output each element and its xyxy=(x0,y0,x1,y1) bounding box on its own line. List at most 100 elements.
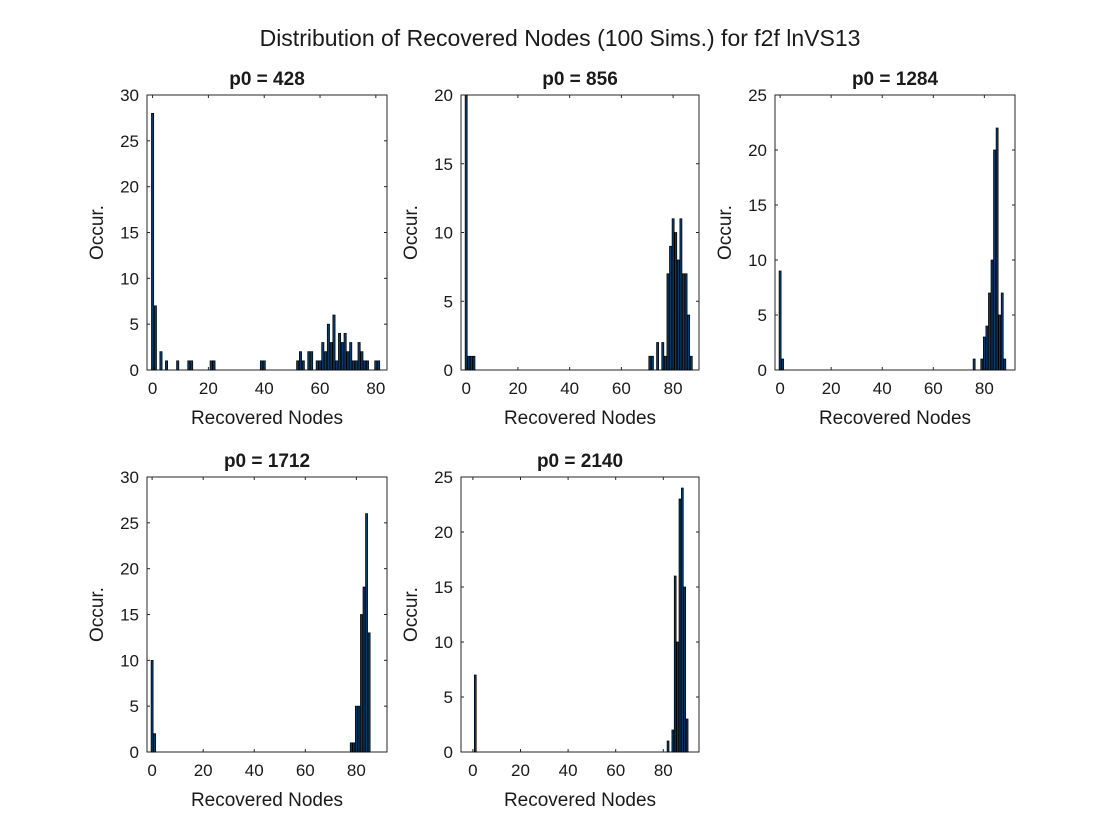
plot-area xyxy=(460,476,700,753)
y-tick-label: 10 xyxy=(748,251,767,270)
x-tick-label: 20 xyxy=(508,379,527,398)
histogram-bar xyxy=(972,358,976,371)
y-tick-label: 5 xyxy=(444,688,453,707)
x-tick-label: 40 xyxy=(560,379,579,398)
histogram-bar xyxy=(648,355,652,371)
subplot-4: 0 20 40 60 80 0 5 10 15 20 25 30 p0 = 1712 Recovered … xyxy=(87,451,388,811)
subplot-1: 0 20 40 60 80 0 5 10 15 20 25 30 p0 = 428 Recovered N… xyxy=(87,69,388,429)
histogram-bar xyxy=(209,360,213,371)
x-tick-label: 0 xyxy=(461,379,470,398)
x-tick-label: 80 xyxy=(347,761,366,780)
y-tick-label: 15 xyxy=(434,155,453,174)
x-tick-label: 40 xyxy=(255,379,274,398)
x-tick-label: 80 xyxy=(975,379,994,398)
histogram-bar xyxy=(472,355,476,371)
y-axis-label: Occur. xyxy=(715,205,736,260)
y-tick-label: 20 xyxy=(120,560,139,579)
histogram-bar xyxy=(354,360,358,371)
histogram-bar xyxy=(360,351,364,371)
y-tick-label: 0 xyxy=(758,361,767,380)
histogram-bar xyxy=(666,273,670,371)
y-axis-label: Occur. xyxy=(87,205,108,260)
x-tick-label: 0 xyxy=(148,379,157,398)
subplot-2: 0 20 40 60 80 0 5 10 15 20 p0 = 856 Recovered Nodes… xyxy=(401,69,700,429)
histogram-bar xyxy=(363,360,367,371)
histogram-bar xyxy=(315,360,319,371)
histogram-bar xyxy=(362,586,366,753)
histogram-bar xyxy=(676,259,680,371)
histogram-bar xyxy=(663,355,667,371)
subplot-3: 0 20 40 60 80 0 5 10 15 20 25 p0 = 1284 Recovered No… xyxy=(715,69,1016,429)
subplot-title: p0 = 428 xyxy=(229,69,305,90)
histogram-bar xyxy=(671,729,675,753)
plot-area xyxy=(146,476,388,753)
histogram-bar xyxy=(464,94,468,371)
histogram-bar xyxy=(685,718,689,753)
histogram-bar xyxy=(357,342,361,371)
histogram-bar xyxy=(687,314,691,371)
histogram-bar xyxy=(689,355,693,371)
histogram-bar xyxy=(326,323,330,371)
histogram-bar xyxy=(683,586,687,753)
histogram-bar xyxy=(299,351,302,371)
histogram-bar xyxy=(993,149,996,371)
histogram-bar xyxy=(307,351,311,371)
histogram-bar xyxy=(329,342,333,371)
histogram-bar xyxy=(324,351,328,371)
histogram-bar xyxy=(354,705,358,753)
x-tick-label: 60 xyxy=(612,379,631,398)
x-tick-label: 20 xyxy=(511,761,530,780)
histogram-bar xyxy=(150,659,154,753)
histogram-bar xyxy=(321,342,325,371)
x-tick-label: 0 xyxy=(147,761,156,780)
x-axis-label: Recovered Nodes xyxy=(504,408,656,429)
histogram-bar xyxy=(176,360,180,371)
histogram-bar xyxy=(343,332,347,371)
plot-area xyxy=(146,94,388,371)
y-axis-label: Occur. xyxy=(401,205,422,260)
y-tick-label: 20 xyxy=(434,523,453,542)
x-tick-label: 20 xyxy=(822,379,841,398)
y-tick-label: 20 xyxy=(748,141,767,160)
histogram-bar xyxy=(352,360,355,371)
histogram-bar xyxy=(352,742,356,753)
y-tick-label: 20 xyxy=(120,178,139,197)
x-tick-label: 60 xyxy=(606,761,625,780)
subplots-container: 0 20 40 60 80 0 5 10 15 20 25 30 p0 = 428 Recovered N… xyxy=(87,69,1016,811)
histogram-bar xyxy=(678,498,682,753)
y-tick-label: 25 xyxy=(120,514,139,533)
histogram-bar xyxy=(151,112,155,371)
x-tick-label: 80 xyxy=(366,379,385,398)
histogram-bar xyxy=(349,342,353,371)
histogram-bar xyxy=(671,218,675,371)
y-tick-label: 10 xyxy=(434,224,453,243)
y-tick-label: 5 xyxy=(130,315,139,334)
histogram-bar xyxy=(335,360,339,371)
y-tick-label: 0 xyxy=(130,743,139,762)
y-tick-label: 0 xyxy=(130,361,139,380)
x-tick-label: 20 xyxy=(194,761,213,780)
histogram-bar xyxy=(377,360,381,371)
histogram-bar xyxy=(365,513,368,753)
y-tick-label: 15 xyxy=(120,224,139,243)
histogram-bar xyxy=(340,342,344,371)
y-axis-label: Occur. xyxy=(401,587,422,642)
subplot-title: p0 = 1712 xyxy=(224,451,310,472)
histogram-bar xyxy=(656,342,659,371)
y-tick-label: 30 xyxy=(120,86,139,105)
x-tick-label: 80 xyxy=(664,379,683,398)
histogram-bar xyxy=(301,360,305,371)
histogram-bar xyxy=(467,355,471,371)
y-tick-label: 15 xyxy=(120,606,139,625)
histogram-bar xyxy=(366,360,369,371)
histogram-bar xyxy=(357,705,361,753)
histogram-bar xyxy=(332,314,336,371)
x-axis-label: Recovered Nodes xyxy=(504,790,656,811)
histogram-bar xyxy=(666,740,670,753)
histogram-bar xyxy=(346,351,350,371)
y-tick-label: 15 xyxy=(748,196,767,215)
x-tick-label: 40 xyxy=(245,761,264,780)
y-tick-label: 10 xyxy=(120,269,139,288)
y-tick-label: 5 xyxy=(130,697,139,716)
